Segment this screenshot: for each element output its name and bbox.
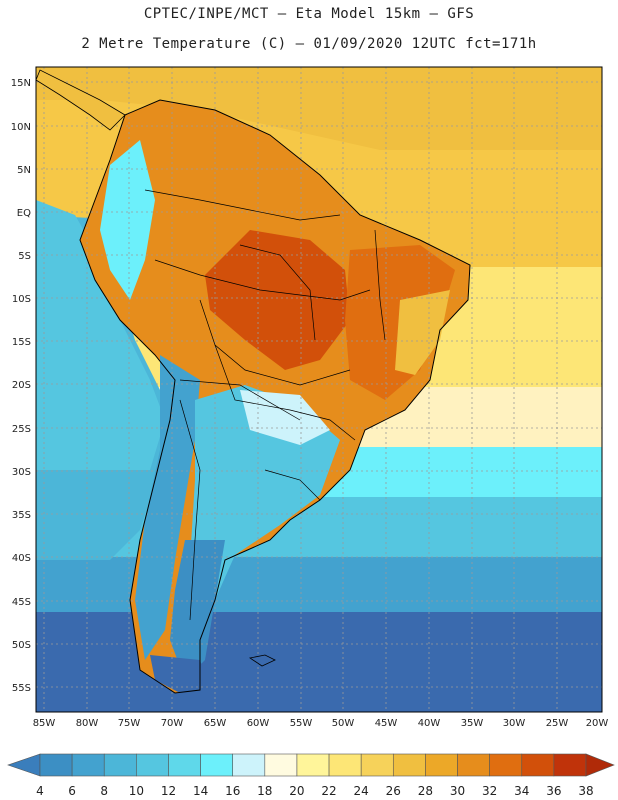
map-title-line1: CPTEC/INPE/MCT — Eta Model 15km — GFS: [143, 6, 475, 22]
country-borders: [144, 189, 386, 621]
land-andes: [135, 355, 200, 660]
latitude-labels: 15N 10N 5N EQ 5S 10S 15S 20S 25S 30S 35S…: [11, 78, 31, 694]
map-field: [36, 67, 602, 712]
colorbar-label: 24: [354, 784, 369, 798]
gridlines: [36, 67, 602, 712]
colorbar-segment: [232, 753, 266, 777]
lat-label: 15S: [12, 337, 31, 348]
colorbar-label: 20: [289, 784, 304, 798]
colorbar: 4 6 8 10 12 14 16 18 20 22 24 26 28 30 32 34 36 38: [7, 753, 615, 798]
lon-label: 85W: [33, 718, 56, 729]
land-tierra-del-fuego: [150, 655, 210, 693]
colorbar-segment: [457, 753, 490, 777]
colorbar-segment: [425, 753, 458, 777]
lon-label: 65W: [204, 718, 227, 729]
longitude-labels: 85W 80W 75W 70W 65W 60W 55W 50W 45W 40W …: [33, 718, 609, 729]
central-america-coast: [36, 69, 126, 131]
colorbar-segment: [103, 753, 137, 777]
colorbar-label: 6: [68, 784, 76, 798]
colorbar-label: 12: [161, 784, 176, 798]
land-andes-north: [100, 140, 155, 300]
lat-label: 45S: [12, 597, 31, 608]
colorbar-arrow-right: [585, 753, 615, 777]
colorbar-segment: [264, 753, 298, 777]
colorbar-segment: [168, 753, 201, 777]
lon-label: 75W: [118, 718, 141, 729]
land-southern-cone: [185, 385, 340, 650]
lat-label: 10S: [12, 294, 31, 305]
lat-label: 40S: [12, 553, 31, 564]
colorbar-label: 16: [225, 784, 240, 798]
ocean-south-band: [36, 557, 602, 612]
colorbar-label: 10: [129, 784, 144, 798]
land-hot-core: [205, 230, 350, 370]
lon-label: 80W: [76, 718, 99, 729]
lon-label: 25W: [546, 718, 569, 729]
lon-label: 60W: [247, 718, 270, 729]
lon-label: 55W: [290, 718, 313, 729]
colorbar-label: 26: [386, 784, 401, 798]
colorbar-label: 36: [546, 784, 561, 798]
lat-label: 15N: [11, 78, 31, 89]
colorbar-segment: [489, 753, 523, 777]
colorbar-segment: [392, 753, 426, 777]
ocean-deep-south: [36, 612, 602, 712]
lat-label: 10N: [11, 122, 31, 133]
colorbar-label: 18: [257, 784, 272, 798]
colorbar-segment: [71, 753, 105, 777]
coastline: [79, 99, 471, 694]
lat-label: 30S: [12, 467, 31, 478]
colorbar-label: 22: [321, 784, 336, 798]
lat-label: 5N: [17, 165, 31, 176]
land-pampas: [240, 390, 330, 445]
lat-label: 5S: [18, 251, 31, 262]
lat-label: 55S: [12, 683, 31, 694]
colorbar-label: 28: [418, 784, 433, 798]
ocean-caribbean: [36, 67, 602, 150]
colorbar-segment: [553, 753, 587, 777]
colorbar-segment: [521, 753, 555, 777]
colorbar-segment: [200, 753, 234, 777]
ocean-pacific-coastal: [36, 200, 165, 470]
lat-label: 35S: [12, 510, 31, 521]
colorbar-label: 8: [100, 784, 108, 798]
map-title-line2: 2 Metre Temperature (C) — 01/09/2020 12U…: [81, 36, 537, 52]
land-northeast-cooler: [395, 290, 450, 375]
colorbar-label: 30: [450, 784, 465, 798]
land-patagonia: [170, 540, 225, 680]
colorbar-segment: [296, 753, 330, 777]
lon-label: 40W: [418, 718, 441, 729]
lat-label: 20S: [12, 380, 31, 391]
colorbar-segment: [136, 753, 169, 777]
colorbar-segment: [360, 753, 394, 777]
falkland-islands: [248, 654, 276, 667]
colorbar-segment: [39, 753, 73, 777]
colorbar-arrow-left: [7, 753, 41, 777]
colorbar-segment: [328, 753, 362, 777]
lon-label: 20W: [586, 718, 609, 729]
lon-label: 70W: [161, 718, 184, 729]
lat-label: 50S: [12, 640, 31, 651]
lat-label: 25S: [12, 424, 31, 435]
lon-label: 30W: [503, 718, 526, 729]
colorbar-label: 38: [578, 784, 593, 798]
colorbar-label: 34: [514, 784, 529, 798]
lat-label: EQ: [17, 208, 31, 219]
colorbar-label: 4: [36, 784, 44, 798]
lon-label: 45W: [375, 718, 398, 729]
lon-label: 35W: [461, 718, 484, 729]
colorbar-label: 14: [193, 784, 208, 798]
colorbar-label: 32: [482, 784, 497, 798]
lon-label: 50W: [332, 718, 355, 729]
